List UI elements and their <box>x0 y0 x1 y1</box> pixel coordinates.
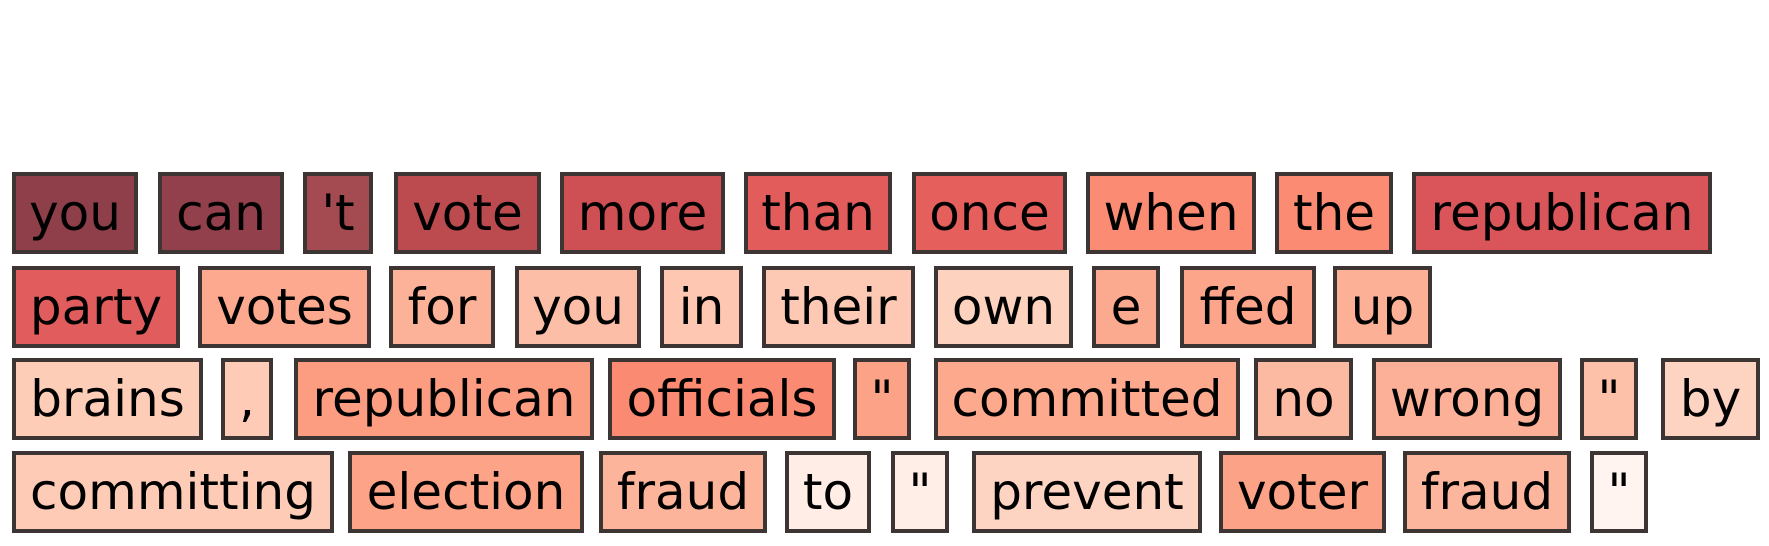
token-box: for <box>389 266 495 348</box>
token-box: their <box>762 266 915 348</box>
token-box: " <box>891 451 949 533</box>
token-box: own <box>934 266 1073 348</box>
token-box: by <box>1661 358 1760 440</box>
token-box: party <box>12 266 180 348</box>
token-box: vote <box>394 172 541 254</box>
token-box: than <box>744 172 892 254</box>
token-box: up <box>1333 266 1432 348</box>
token-box: more <box>560 172 725 254</box>
token-box: 't <box>303 172 373 254</box>
token-box: you <box>515 266 641 348</box>
token-box: prevent <box>972 451 1202 533</box>
token-box: fraud <box>1403 451 1571 533</box>
token-box: votes <box>198 266 371 348</box>
token-box: to <box>785 451 871 533</box>
token-box: committed <box>934 358 1240 440</box>
token-box: in <box>660 266 743 348</box>
token-box: when <box>1086 172 1256 254</box>
token-box: republican <box>294 358 594 440</box>
token-box: officials <box>608 358 836 440</box>
token-box: " <box>1590 451 1648 533</box>
token-box: election <box>348 451 584 533</box>
token-box: ffed <box>1180 266 1316 348</box>
token-box: republican <box>1412 172 1712 254</box>
token-box: " <box>853 358 911 440</box>
token-box: fraud <box>599 451 767 533</box>
token-box: once <box>912 172 1067 254</box>
token-box: e <box>1092 266 1160 348</box>
token-box: the <box>1275 172 1393 254</box>
token-box: committing <box>12 451 334 533</box>
token-box: , <box>221 358 273 440</box>
token-box: " <box>1580 358 1638 440</box>
token-box: no <box>1254 358 1353 440</box>
token-box: brains <box>12 358 203 440</box>
token-box: you <box>12 172 138 254</box>
token-box: voter <box>1219 451 1386 533</box>
token-box: wrong <box>1372 358 1562 440</box>
token-box: can <box>158 172 284 254</box>
